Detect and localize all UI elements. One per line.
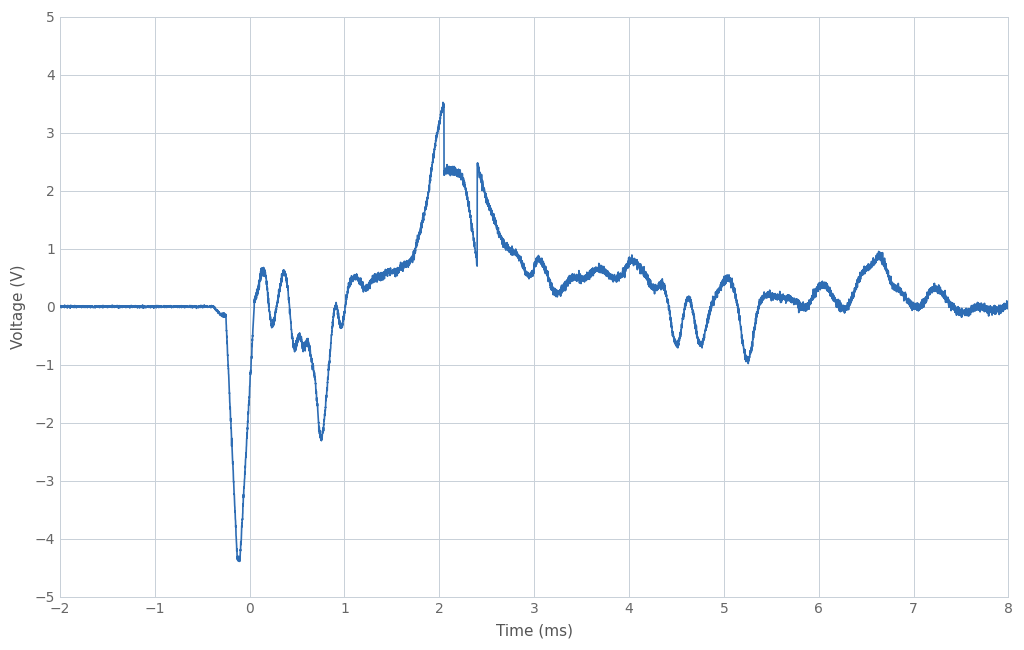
Y-axis label: Voltage (V): Voltage (V) (11, 265, 26, 349)
X-axis label: Time (ms): Time (ms) (496, 624, 572, 639)
